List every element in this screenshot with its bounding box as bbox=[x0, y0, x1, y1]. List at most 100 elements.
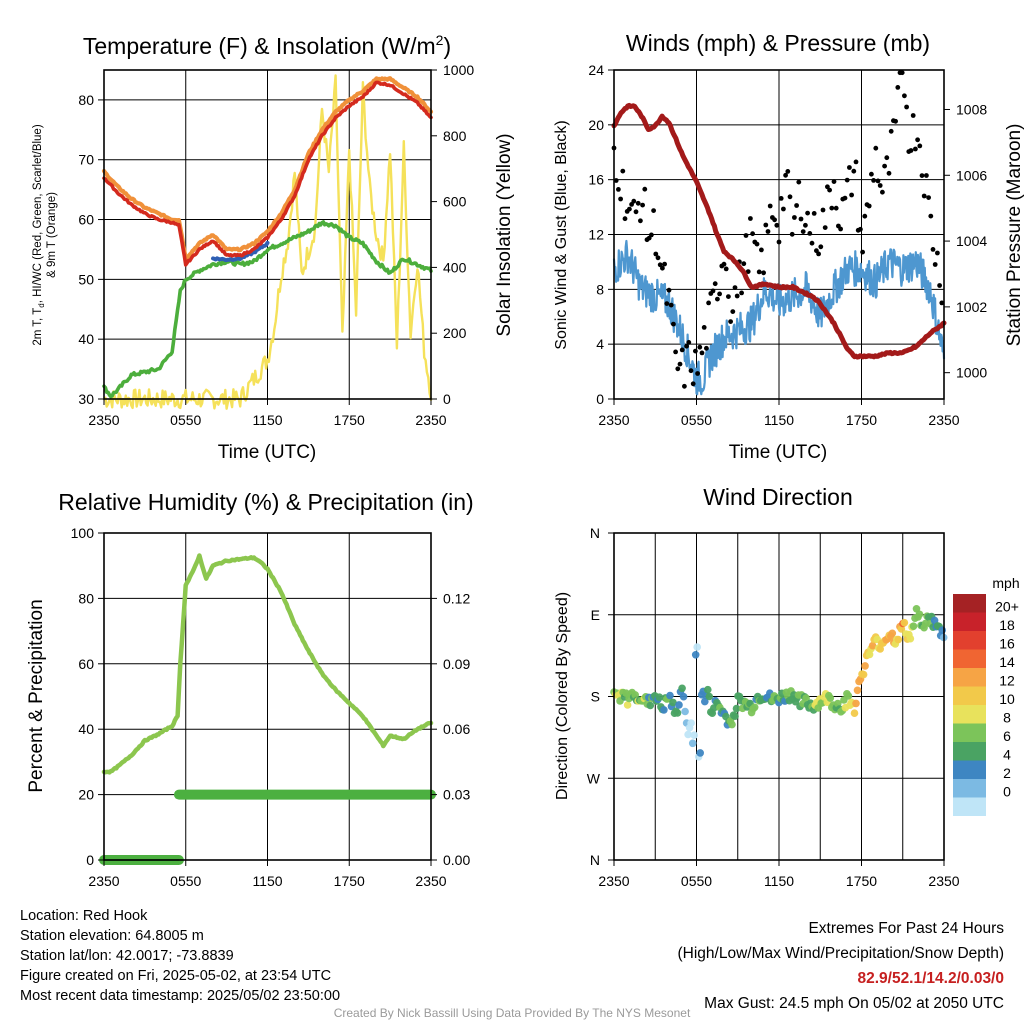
wind-direction-point bbox=[853, 686, 862, 695]
gust-point bbox=[684, 343, 689, 349]
y-tick-label: 80 bbox=[78, 590, 94, 606]
wind-direction-point bbox=[690, 731, 698, 739]
gust-point bbox=[849, 192, 854, 198]
y2-tick-label: 0.06 bbox=[443, 721, 470, 737]
wind-direction-point bbox=[732, 704, 741, 713]
gust-point bbox=[785, 169, 791, 174]
y-tick-label: N bbox=[590, 852, 600, 868]
wind-direction-point bbox=[623, 701, 632, 709]
gust-point bbox=[778, 196, 784, 201]
y-tick-label: 80 bbox=[78, 92, 94, 108]
colorbar-label: 16 bbox=[999, 635, 1015, 651]
temp-2m-line bbox=[102, 80, 433, 267]
dewpoint-line bbox=[102, 220, 433, 399]
gust-point bbox=[842, 195, 848, 201]
gust-point bbox=[664, 301, 670, 306]
gust-point bbox=[895, 85, 901, 90]
colorbar-swatch bbox=[953, 631, 986, 650]
gust-point bbox=[939, 300, 945, 306]
y-tick-label: 40 bbox=[78, 331, 94, 347]
y2-tick-label: 1004 bbox=[956, 233, 987, 249]
y2-tick-label: 200 bbox=[443, 325, 467, 341]
gust-point bbox=[741, 261, 747, 267]
gust-point bbox=[679, 347, 685, 353]
colorbar-swatch bbox=[953, 612, 986, 631]
colorbar-label: 14 bbox=[999, 654, 1015, 670]
gust-point bbox=[677, 361, 683, 367]
gust-point bbox=[759, 247, 764, 253]
gust-point bbox=[686, 340, 692, 345]
gust-point bbox=[657, 262, 663, 268]
gust-point bbox=[866, 203, 872, 209]
pressure-y-axis-label: Station Pressure (Maroon) bbox=[1004, 124, 1024, 347]
y-tick-label: 70 bbox=[78, 152, 94, 168]
gust-point bbox=[880, 189, 885, 195]
temperature-ticks: 2350 0550 1150 1750 235030405060708002004006… bbox=[78, 62, 474, 428]
gust-point bbox=[620, 168, 626, 174]
colorbar-swatch bbox=[953, 649, 986, 668]
temperature-panel: Temperature (F) & Insolation (W/m2) 2350… bbox=[32, 32, 515, 463]
gust-point bbox=[695, 371, 700, 376]
colorbar-title: mph bbox=[992, 575, 1019, 591]
wind-direction-point bbox=[852, 699, 860, 708]
x-tick-label: 1750 bbox=[334, 412, 365, 428]
winds-x-axis-label: Time (UTC) bbox=[729, 442, 828, 463]
colorbar-label: 18 bbox=[999, 617, 1015, 633]
gust-point bbox=[816, 251, 821, 257]
x-tick-label: 1150 bbox=[764, 873, 794, 889]
gust-point bbox=[904, 104, 909, 110]
gust-point bbox=[666, 287, 672, 293]
gust-point bbox=[618, 196, 623, 202]
colorbar-label: 2 bbox=[1003, 765, 1011, 781]
gust-point bbox=[860, 249, 865, 255]
gust-point bbox=[772, 217, 777, 223]
y2-tick-label: 600 bbox=[443, 194, 467, 210]
gust-point bbox=[774, 222, 780, 228]
gust-point bbox=[803, 222, 808, 228]
gust-point bbox=[811, 211, 817, 216]
gust-point bbox=[649, 232, 654, 238]
colorbar-swatch bbox=[953, 705, 986, 724]
gust-point bbox=[756, 269, 762, 275]
wind-direction-point bbox=[909, 622, 918, 630]
colorbar-label: 8 bbox=[1003, 709, 1011, 725]
gust-point bbox=[899, 70, 905, 76]
y-tick-label: 20 bbox=[78, 787, 94, 803]
gust-point bbox=[765, 229, 771, 234]
gust-point bbox=[882, 163, 887, 169]
gust-point bbox=[613, 178, 619, 183]
gust-point bbox=[792, 215, 797, 220]
wind-direction-point bbox=[666, 691, 674, 700]
y-tick-label: E bbox=[591, 607, 600, 623]
y2-tick-label: 0.03 bbox=[443, 787, 470, 803]
gust-point bbox=[838, 226, 843, 232]
station-info: Location: Red Hook Station elevation: 64… bbox=[20, 906, 340, 1006]
colorbar-swatch bbox=[953, 760, 986, 779]
humidity-panel: Relative Humidity (%) & Precipitation (i… bbox=[26, 489, 474, 889]
y2-tick-label: 0.09 bbox=[443, 656, 470, 672]
gust-point bbox=[748, 216, 753, 221]
winds-panel: Winds (mph) & Pressure (mb) 2350 0550 1150… bbox=[553, 30, 1024, 463]
wind-direction-point bbox=[681, 707, 689, 716]
wind-direction-point bbox=[684, 730, 692, 739]
humidity-grid bbox=[104, 533, 431, 860]
temperature-y-axis-label-line2: & 9m T (Orange) bbox=[46, 192, 58, 278]
gust-point bbox=[635, 200, 641, 206]
extremes-title: Extremes For Past 24 Hours bbox=[808, 920, 1004, 937]
location-text: Location: Red Hook bbox=[20, 908, 148, 924]
gust-point bbox=[633, 209, 639, 215]
gust-point bbox=[673, 349, 678, 355]
wind-direction-point bbox=[705, 692, 714, 701]
gust-point bbox=[805, 210, 810, 216]
gust-point bbox=[642, 186, 648, 192]
y2-tick-label: 1000 bbox=[443, 62, 474, 78]
colorbar-label: 0 bbox=[1003, 783, 1011, 799]
gust-point bbox=[926, 195, 931, 201]
wind-direction-point bbox=[688, 739, 697, 748]
x-tick-label: 1150 bbox=[764, 412, 794, 428]
x-tick-label: 1750 bbox=[846, 873, 877, 889]
gust-point bbox=[789, 231, 795, 237]
gust-point bbox=[935, 250, 940, 256]
x-tick-label: 0550 bbox=[170, 873, 201, 889]
